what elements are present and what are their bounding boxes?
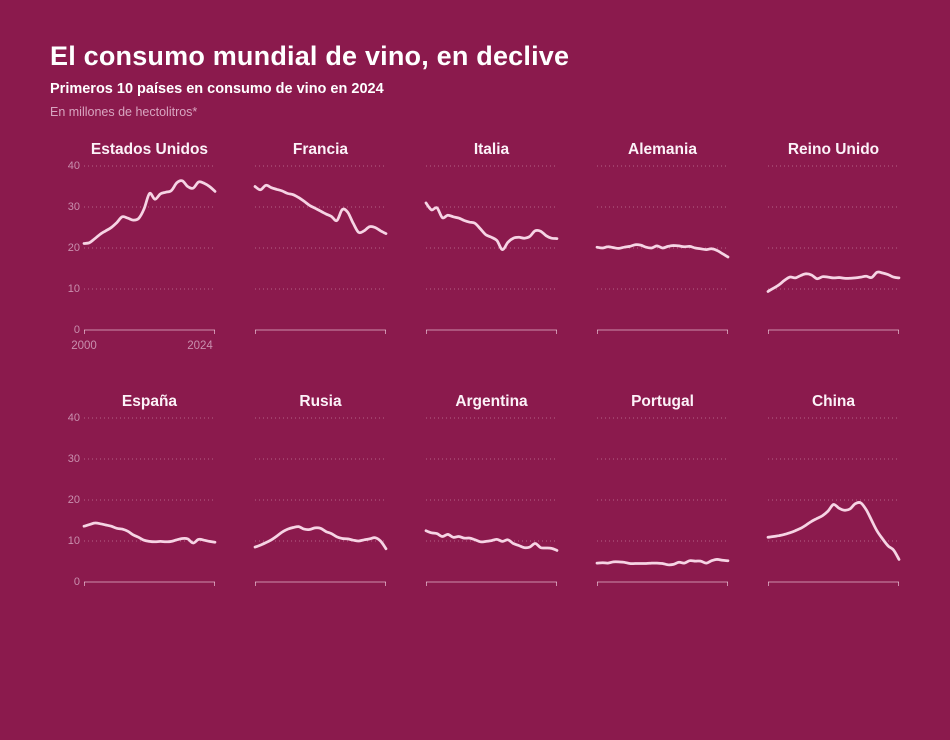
line-chart-alemania <box>595 165 730 334</box>
data-line-reino-unido <box>766 270 901 293</box>
data-line-argentina <box>424 529 559 552</box>
y-axis-label-40: 40 <box>67 160 80 172</box>
page-title: El consumo mundial de vino, en declive <box>50 41 570 71</box>
chart-francia: Francia <box>253 140 388 342</box>
data-line-francia <box>253 183 388 235</box>
chart-country-label-argentina: Argentina <box>455 393 528 410</box>
chart-country-label-rusia: Rusia <box>299 393 342 410</box>
y-axis-label-20: 20 <box>67 494 80 506</box>
line-chart-rusia <box>253 417 388 586</box>
charts-grid: Estados Unidos 40 30 20 10 0 2000 2024 Francia It… <box>68 140 904 740</box>
chart-estados-unidos: Estados Unidos 40 30 20 10 0 2000 2024 <box>68 140 217 352</box>
chart-italia: Italia <box>424 140 559 342</box>
chart-espana: España 40 30 20 10 0 <box>68 392 217 594</box>
y-axis-label-10: 10 <box>67 535 80 547</box>
line-chart-china <box>766 417 901 586</box>
line-chart-francia <box>253 165 388 334</box>
chart-country-label-italia: Italia <box>473 141 510 158</box>
line-chart-portugal <box>595 417 730 586</box>
line-chart-italia <box>424 165 559 334</box>
data-line-estados-unidos <box>82 179 217 245</box>
x-axis-labels: 2000 2024 <box>71 340 215 354</box>
page-subtitle: Primeros 10 países en consumo de vino en… <box>50 81 384 97</box>
data-line-alemania <box>595 243 730 259</box>
chart-country-label-estados-unidos: Estados Unidos <box>90 141 209 158</box>
data-line-china <box>766 501 901 561</box>
y-axis-label-10: 10 <box>67 283 80 295</box>
y-axis-label-40: 40 <box>67 412 80 424</box>
line-chart-reino-unido <box>766 165 901 334</box>
unit-note: En millones de hectolitros* <box>50 105 198 119</box>
line-chart-argentina <box>424 417 559 586</box>
data-line-italia <box>424 201 559 251</box>
y-axis-label-0: 0 <box>73 576 80 588</box>
chart-reino-unido: Reino Unido <box>766 140 901 342</box>
chart-country-label-reino-unido: Reino Unido <box>787 141 880 158</box>
chart-country-label-espana: España <box>121 393 178 410</box>
wine-consumption-infographic: { "header": { "title": "El consumo mundi… <box>50 41 901 588</box>
data-line-rusia <box>253 525 388 551</box>
chart-country-label-francia: Francia <box>292 141 349 158</box>
chart-alemania: Alemania <box>595 140 730 342</box>
chart-rusia: Rusia <box>253 392 388 594</box>
chart-portugal: Portugal <box>595 392 730 594</box>
x-axis-label-2024: 2024 <box>187 340 213 352</box>
chart-country-label-alemania: Alemania <box>628 141 697 158</box>
y-axis-label-30: 30 <box>67 453 80 465</box>
line-chart-espana <box>82 417 217 586</box>
chart-china: China <box>766 392 901 594</box>
chart-country-label-china: China <box>811 393 856 410</box>
chart-country-label-portugal: Portugal <box>631 393 694 410</box>
chart-argentina: Argentina <box>424 392 559 594</box>
line-chart-estados-unidos <box>82 165 217 334</box>
data-line-portugal <box>595 558 730 567</box>
y-axis-label-30: 30 <box>67 201 80 213</box>
y-axis-label-20: 20 <box>67 242 80 254</box>
x-axis-label-2000: 2000 <box>71 340 97 352</box>
y-axis-label-0: 0 <box>73 324 80 336</box>
